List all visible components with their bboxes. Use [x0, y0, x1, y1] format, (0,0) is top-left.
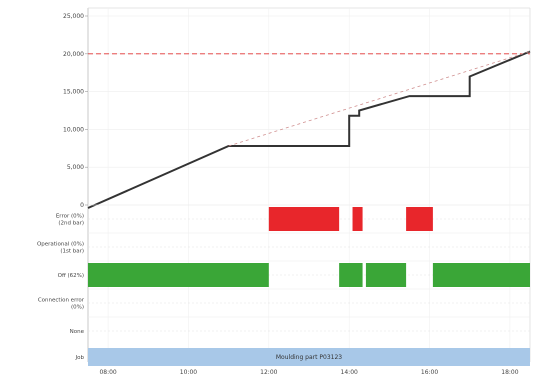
y-tick-label: 10,000 [63, 126, 84, 133]
x-tick-label: 14:00 [341, 369, 358, 376]
lane-label: Connection error [38, 298, 85, 304]
y-tick-label: 25,000 [63, 13, 84, 20]
y-tick-label: 0 [80, 202, 84, 209]
y-tick-label: 20,000 [63, 51, 84, 58]
lane-label: (1st bar) [60, 249, 84, 255]
lane-label: Operational (0%) [37, 242, 84, 248]
lane-segment [268, 207, 340, 231]
x-tick-label: 16:00 [421, 369, 438, 376]
series-lines [87, 50, 531, 209]
grid-lines [85, 8, 530, 362]
y-tick-label: 5,000 [67, 164, 84, 171]
x-tick-label: 10:00 [180, 369, 197, 376]
lane-segment [88, 263, 269, 287]
x-tick-label: 08:00 [99, 369, 116, 376]
x-tick-label: 12:00 [260, 369, 277, 376]
job-lane: Job Moulding part P03123 [75, 348, 530, 366]
series-line-0 [87, 50, 531, 209]
lane-segment [352, 207, 363, 231]
lane-segment [365, 263, 407, 287]
lane-label: (0%) [71, 305, 84, 311]
job-bar [88, 348, 530, 366]
lane-label: None [70, 329, 85, 335]
lane-segment [432, 263, 530, 287]
plot-frame [87, 7, 531, 362]
y-tick-label: 15,000 [63, 89, 84, 96]
lane-label: Error (0%) [56, 214, 84, 220]
series-line-dashed-1 [228, 51, 531, 147]
lane-segment [339, 263, 363, 287]
lane-label: (2nd bar) [58, 221, 84, 227]
x-tick-label: 18:00 [501, 369, 518, 376]
y-axis-tick-labels: 25,000 20,000 15,000 10,000 5,000 0 [63, 13, 84, 209]
lane-label: Off (62%) [58, 273, 84, 279]
status-lanes: Error (0%)(2nd bar) Operational (0%)(1st … [37, 204, 530, 335]
lane-segment [406, 207, 433, 231]
job-bar-text: Moulding part P03123 [276, 354, 342, 361]
x-axis-tick-labels: 08:00 10:00 12:00 14:00 16:00 18:00 [99, 369, 518, 376]
job-lane-label: Job [75, 355, 85, 361]
